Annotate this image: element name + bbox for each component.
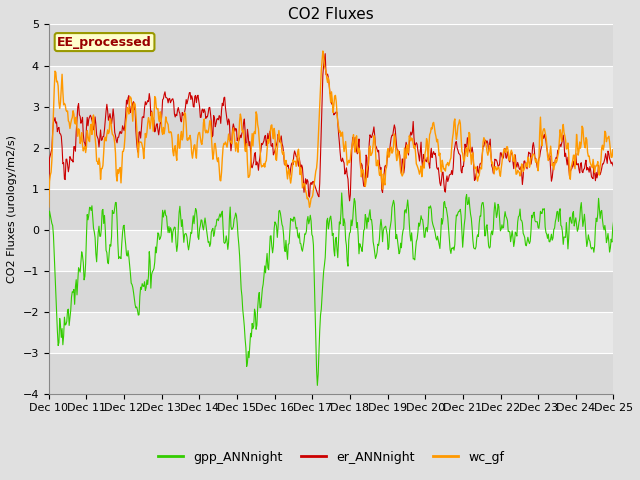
Text: EE_processed: EE_processed [57, 36, 152, 48]
Bar [49, 271, 614, 312]
gpp_ANNnight [610, 219, 618, 225]
Bar [49, 24, 614, 65]
gpp_ANNnight [314, 383, 321, 388]
gpp_ANNnight [55, 340, 63, 346]
Bar [49, 353, 614, 394]
er_ANNnight [113, 140, 121, 146]
Title: CO2 Fluxes: CO2 Fluxes [288, 7, 374, 22]
er_ANNnight [418, 158, 426, 164]
er_ANNnight [200, 107, 208, 112]
wc_gf [319, 48, 326, 54]
er_ANNnight [171, 111, 179, 117]
gpp_ANNnight [113, 217, 121, 223]
Bar [49, 107, 614, 147]
gpp_ANNnight [200, 220, 208, 226]
er_ANNnight [55, 124, 63, 130]
Bar [49, 312, 614, 353]
Legend: gpp_ANNnight, er_ANNnight, wc_gf: gpp_ANNnight, er_ANNnight, wc_gf [153, 445, 509, 468]
er_ANNnight [610, 164, 618, 169]
wc_gf [200, 116, 208, 122]
wc_gf [306, 204, 314, 210]
Line: er_ANNnight: er_ANNnight [49, 54, 614, 201]
wc_gf [171, 146, 179, 152]
er_ANNnight [321, 51, 329, 57]
wc_gf [55, 99, 63, 105]
er_ANNnight [401, 145, 409, 151]
Bar [49, 65, 614, 107]
Bar [49, 229, 614, 271]
gpp_ANNnight [401, 207, 409, 213]
er_ANNnight [45, 192, 52, 198]
Line: gpp_ANNnight: gpp_ANNnight [49, 193, 614, 385]
er_ANNnight [346, 198, 353, 204]
Bar [49, 189, 614, 229]
gpp_ANNnight [171, 224, 179, 230]
wc_gf [610, 153, 618, 159]
Bar [49, 147, 614, 189]
Line: wc_gf: wc_gf [49, 51, 614, 207]
gpp_ANNnight [418, 216, 426, 222]
wc_gf [45, 204, 52, 210]
Y-axis label: CO2 Fluxes (urology/m2/s): CO2 Fluxes (urology/m2/s) [7, 135, 17, 283]
wc_gf [418, 174, 426, 180]
gpp_ANNnight [338, 190, 346, 196]
gpp_ANNnight [45, 216, 52, 222]
wc_gf [113, 178, 121, 184]
wc_gf [401, 153, 409, 158]
